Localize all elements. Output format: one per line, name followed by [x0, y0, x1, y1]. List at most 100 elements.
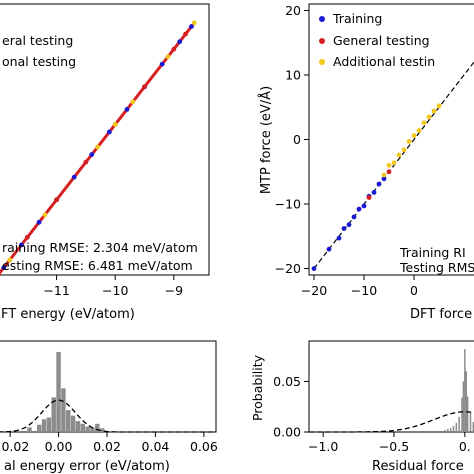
energy-parity-frame	[0, 3, 210, 276]
energy-parity-point	[159, 61, 165, 67]
force-parity-point	[366, 195, 372, 200]
panel-force-parity: −20 −10 0 20 10 0 −10 −20 Training General tes…	[258, 3, 474, 322]
energy-hist-x-tick-label: 0.04	[142, 439, 170, 454]
force-parity-point	[401, 147, 407, 153]
force-hist-bar	[452, 425, 455, 432]
force-parity-y-tick-label: 10	[285, 67, 301, 82]
energy-parity-x-tick-label: −10	[102, 283, 128, 298]
energy-hist-bar	[27, 427, 32, 432]
force-parity-point	[406, 139, 412, 144]
force-hist-bar	[458, 416, 460, 432]
energy-hist-bar	[85, 426, 90, 432]
energy-parity-point	[124, 106, 130, 112]
force-hist-bar	[466, 396, 469, 432]
energy-parity-point	[142, 84, 147, 90]
energy-parity-point	[191, 20, 197, 26]
energy-parity-x-tick-label: −9	[165, 283, 183, 298]
force-parity-y-ticks: 20 10 0 −10 −20	[275, 3, 309, 276]
force-parity-point	[361, 203, 367, 209]
energy-hist-bar	[90, 427, 95, 432]
force-hist-y-ticks: 0.00 0.05	[273, 374, 309, 440]
legend-label-training: Training	[332, 11, 382, 26]
force-parity-point	[426, 114, 432, 120]
force-parity-points	[311, 103, 442, 271]
energy-hist-bar	[51, 397, 56, 432]
force-parity-point	[396, 152, 402, 158]
force-parity-annotation-training: Training RI	[399, 245, 466, 260]
energy-hist-x-tick-label: −0.02	[0, 439, 29, 454]
energy-hist-bars	[27, 351, 105, 432]
force-hist-x-tick-label: −1.0	[308, 439, 338, 454]
force-hist-bar	[447, 428, 449, 432]
energy-hist-bar	[99, 428, 105, 432]
force-parity-point	[336, 235, 342, 241]
force-parity-point	[346, 222, 352, 228]
energy-parity-point	[36, 219, 42, 225]
energy-hist-bar	[75, 421, 81, 432]
force-parity-point	[436, 103, 442, 109]
energy-hist-x-tick-label: 0.00	[45, 439, 73, 454]
force-parity-point	[386, 169, 392, 175]
legend-label-general-testing: General testing	[333, 33, 430, 48]
energy-parity-points	[0, 20, 197, 277]
force-parity-point	[341, 226, 347, 231]
force-hist-y-tick-label: 0.05	[273, 374, 301, 389]
energy-parity-annotation-testing: esting RMSE: 6.481 meV/atom	[2, 258, 193, 273]
force-parity-point	[326, 246, 332, 252]
energy-parity-point	[1, 265, 7, 270]
legend-label-additional-testing: Additional testin	[333, 54, 435, 69]
energy-parity-point	[71, 174, 77, 180]
force-parity-point	[391, 160, 397, 166]
force-parity-y-tick-label: −10	[275, 197, 301, 212]
legend-marker-training	[319, 16, 325, 22]
force-parity-y-tick-label: 0	[293, 132, 301, 147]
force-parity-x-label: DFT force	[410, 307, 472, 322]
panel-energy-parity: −11 −10 −9 eral testing onal testing raini…	[0, 3, 210, 322]
energy-parity-point	[130, 99, 136, 105]
force-hist-y-tick-label: 0.00	[273, 425, 301, 440]
energy-hist-bar	[95, 423, 100, 432]
force-parity-x-tick-label: 0	[410, 283, 418, 298]
force-parity-point	[421, 120, 427, 126]
force-parity-point	[381, 176, 387, 182]
force-hist-bar	[455, 422, 458, 432]
force-hist-bar	[449, 427, 452, 432]
force-hist-x-label: Residual force	[372, 459, 464, 474]
force-hist-bar	[464, 349, 466, 432]
energy-hist-x-tick-label: 0.02	[93, 439, 121, 454]
force-parity-reference-line	[313, 61, 474, 269]
energy-parity-point	[112, 122, 118, 127]
energy-hist-gaussian-curve	[0, 399, 216, 433]
force-parity-point	[381, 172, 387, 178]
force-hist-bars	[444, 349, 474, 432]
panel-force-error-histogram: −1.0 −0.5 0. 0.00 0.05 Probability Residual…	[250, 340, 474, 474]
energy-parity-legend-entry-2: eral testing	[2, 33, 73, 48]
energy-hist-bar	[66, 410, 71, 432]
energy-parity-point	[54, 197, 60, 203]
energy-hist-x-ticks: −0.02 0.00 0.02 0.04 0.06	[0, 432, 218, 454]
force-parity-y-label: MTP force (eV/Å)	[258, 86, 274, 194]
force-parity-y-tick-label: 20	[285, 3, 301, 18]
force-parity-x-tick-label: −10	[351, 283, 377, 298]
force-hist-bar	[461, 397, 463, 432]
energy-parity-point	[89, 152, 95, 157]
energy-parity-x-tick-label: −11	[43, 283, 69, 298]
force-hist-bar	[465, 371, 467, 432]
force-parity-point	[411, 133, 417, 139]
energy-hist-bar	[70, 415, 76, 432]
energy-parity-point	[189, 24, 194, 29]
force-parity-point	[431, 108, 437, 114]
force-parity-y-tick-label: −20	[275, 261, 301, 276]
force-hist-bar	[472, 421, 474, 432]
force-parity-x-ticks: −20 −10 0	[301, 275, 418, 298]
energy-parity-x-label: FT energy (eV/atom)	[1, 307, 135, 322]
energy-parity-point	[171, 46, 177, 52]
force-hist-x-ticks: −1.0 −0.5 0.	[308, 432, 471, 454]
force-hist-frame	[308, 340, 474, 433]
energy-hist-bar	[41, 419, 47, 432]
force-parity-point	[416, 128, 422, 133]
force-hist-y-label: Probability	[250, 354, 265, 421]
force-parity-point	[356, 206, 362, 212]
force-hist-bar	[462, 381, 465, 432]
